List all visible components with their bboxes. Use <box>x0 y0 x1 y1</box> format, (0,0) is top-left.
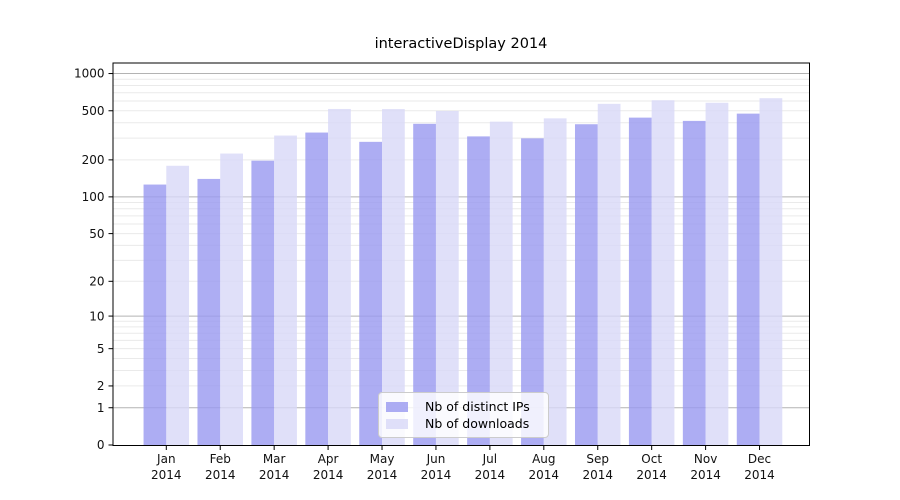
bar-distinct-ips-jun <box>413 123 436 446</box>
bar-downloads-dec <box>759 98 783 446</box>
bar-downloads-jan <box>166 165 190 446</box>
y-tick-label: 2 <box>97 379 105 393</box>
bar-downloads-sep <box>597 103 621 446</box>
bar-downloads-jul <box>489 121 513 446</box>
y-tick-label: 50 <box>89 227 104 241</box>
y-tick-label: 200 <box>82 153 105 167</box>
bar-distinct-ips-aug <box>521 138 544 446</box>
bar-downloads-apr <box>328 108 351 446</box>
y-tick-label: 10 <box>89 309 104 323</box>
y-tick-label: 20 <box>89 275 104 289</box>
bar-downloads-aug <box>543 118 567 446</box>
plot-border <box>112 62 810 446</box>
x-tick-label: Jun 2014 <box>421 452 452 482</box>
legend-row-downloads: Nb of downloads <box>386 416 540 431</box>
x-tick-label: Oct 2014 <box>636 452 667 482</box>
x-tick-label: Aug 2014 <box>529 452 560 482</box>
x-tick-label: Mar 2014 <box>259 452 290 482</box>
x-tick-label: May 2014 <box>367 452 398 482</box>
y-tick-label: 5 <box>97 342 105 356</box>
legend-swatch-distinct-ips <box>386 401 408 412</box>
x-tick-label: Sep 2014 <box>582 452 613 482</box>
bar-downloads-may <box>382 109 405 446</box>
bar-distinct-ips-sep <box>574 124 598 446</box>
bar-distinct-ips-may <box>359 141 383 446</box>
y-tick-label: 500 <box>82 104 105 118</box>
bar-distinct-ips-dec <box>736 113 760 446</box>
bar-downloads-jun <box>435 110 459 446</box>
legend-row-distinct-ips: Nb of distinct IPs <box>386 399 540 414</box>
x-tick-label: Dec 2014 <box>744 452 775 482</box>
legend-label-distinct-ips: Nb of distinct IPs <box>425 399 530 414</box>
legend-label-downloads: Nb of downloads <box>425 416 530 431</box>
y-tick-label: 0 <box>97 438 105 452</box>
legend: Nb of distinct IPs Nb of downloads <box>378 392 549 438</box>
bar-distinct-ips-oct <box>628 117 652 446</box>
bar-distinct-ips-jul <box>467 136 490 446</box>
x-tick-label: Feb 2014 <box>205 452 236 482</box>
bar-downloads-oct <box>651 100 675 446</box>
legend-swatch-downloads <box>386 418 408 429</box>
chart-title: interactiveDisplay 2014 <box>374 36 548 52</box>
x-tick-label: Jul 2014 <box>475 452 506 482</box>
bar-distinct-ips-apr <box>305 132 329 446</box>
y-tick-label: 1 <box>97 401 105 415</box>
x-tick-label: Nov 2014 <box>690 452 721 482</box>
y-tick-label: 100 <box>82 190 105 204</box>
x-tick-label: Apr 2014 <box>313 452 344 482</box>
bar-downloads-feb <box>220 153 243 446</box>
bar-distinct-ips-mar <box>251 160 275 446</box>
y-tick-label: 1000 <box>74 67 105 81</box>
x-tick-label: Jan 2014 <box>151 452 182 482</box>
bar-downloads-mar <box>274 135 297 446</box>
bar-distinct-ips-feb <box>197 178 221 446</box>
bar-distinct-ips-jan <box>143 184 167 446</box>
bar-distinct-ips-nov <box>682 120 706 446</box>
bar-downloads-nov <box>705 102 729 446</box>
